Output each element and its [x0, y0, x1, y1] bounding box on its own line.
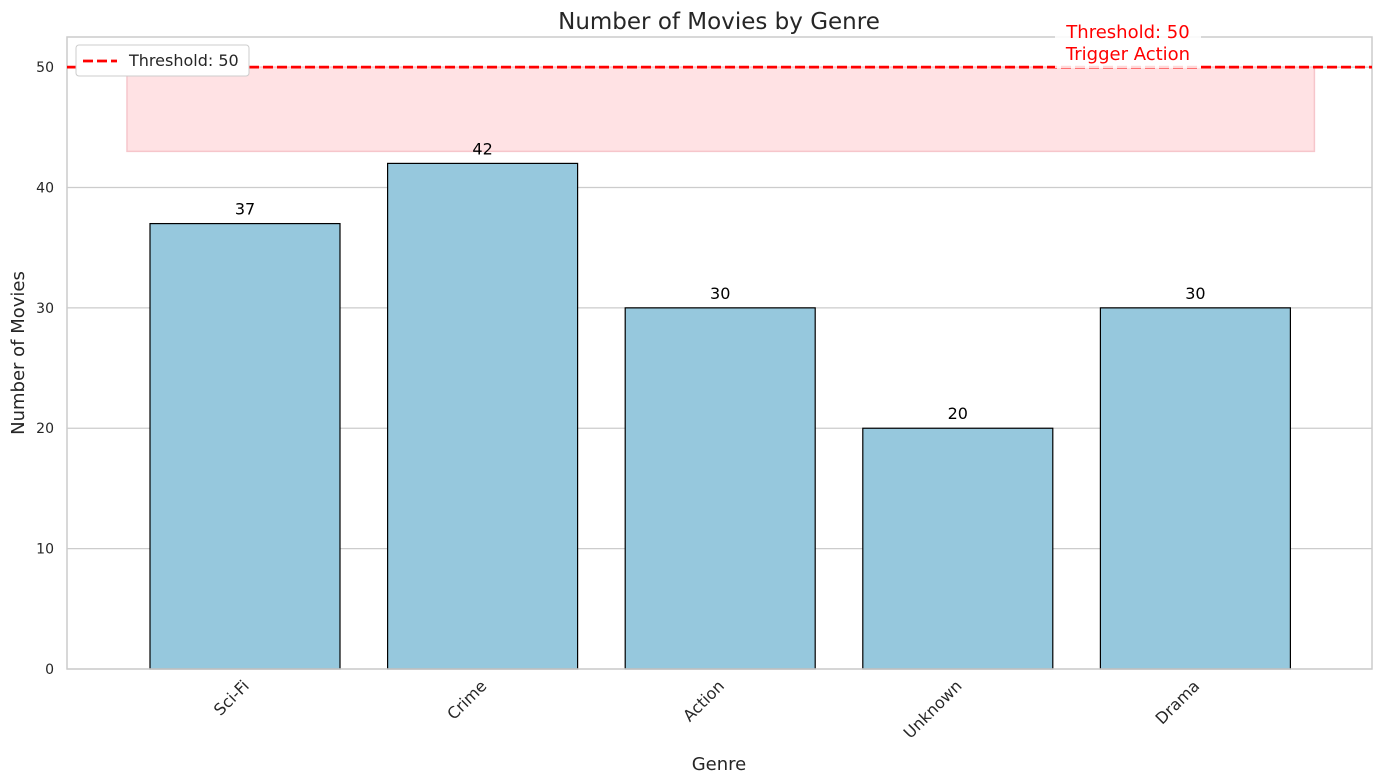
bar-value-label: 30	[1185, 284, 1205, 303]
legend-box	[75, 44, 250, 77]
y-tick-label: 10	[36, 542, 54, 558]
y-tick-label: 20	[36, 421, 54, 437]
bar-drama	[1099, 307, 1292, 670]
bar-sci-fi	[149, 222, 341, 670]
threshold-annotation-line: Trigger Action	[1065, 44, 1190, 65]
bar-crime	[387, 162, 579, 670]
bar-unknown	[862, 427, 1054, 670]
bar-action	[624, 307, 816, 670]
threshold-highlight-band	[126, 66, 1316, 153]
bar-value-label: 37	[235, 200, 255, 219]
chart-title: Number of Movies by Genre	[558, 9, 880, 35]
threshold-annotation-line: Threshold: 50	[1065, 22, 1189, 43]
bar-value-label: 42	[472, 139, 492, 158]
threshold-annotation-box	[1055, 20, 1201, 68]
plot-frame	[66, 36, 1373, 670]
x-axis-title: Genre	[692, 754, 747, 775]
bar-value-label: 20	[948, 404, 968, 423]
legend-threshold-label: Threshold: 50	[128, 51, 239, 70]
y-tick-label: 50	[36, 60, 54, 76]
y-tick-label: 30	[36, 301, 54, 317]
y-axis-title: Number of Movies	[8, 271, 29, 435]
y-tick-label: 0	[45, 662, 54, 678]
y-tick-label: 40	[36, 180, 54, 196]
bar-value-label: 30	[710, 284, 730, 303]
